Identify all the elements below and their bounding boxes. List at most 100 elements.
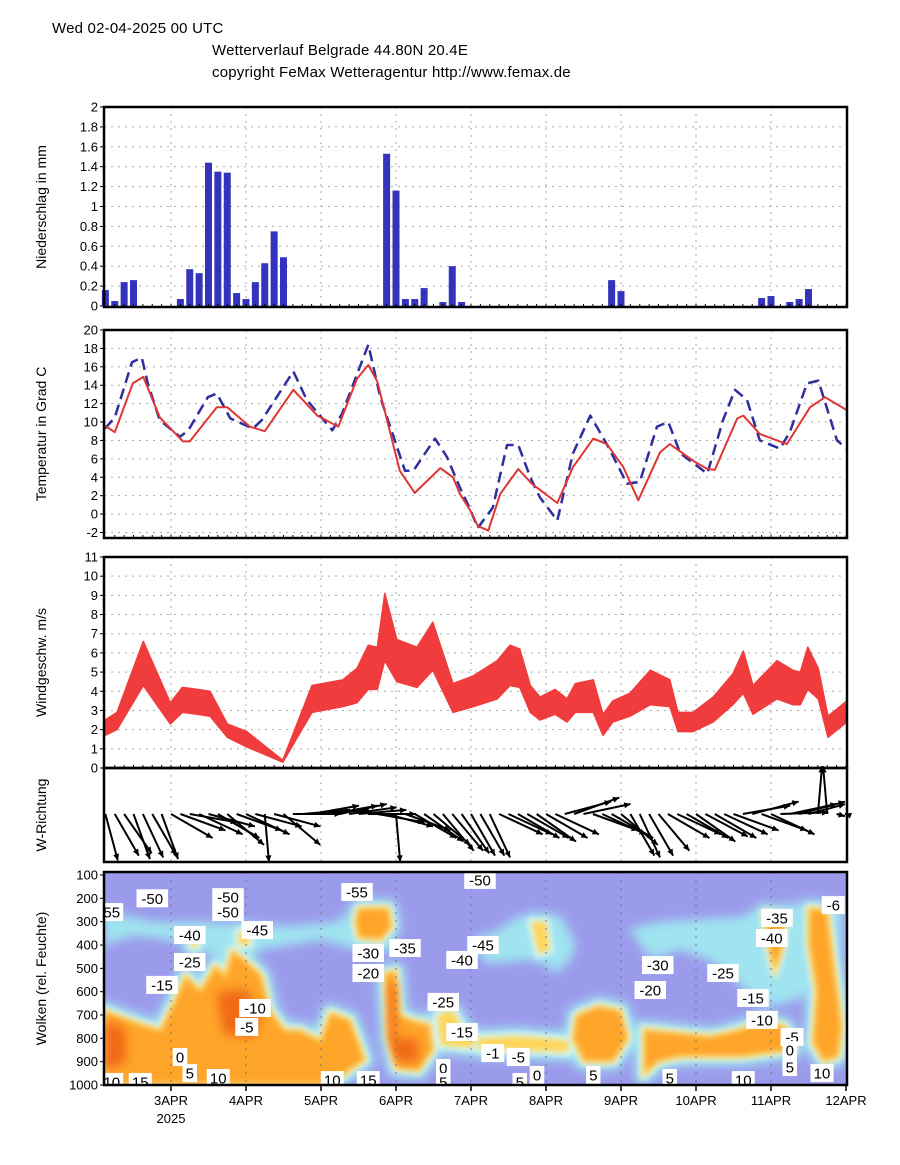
wind-arrow bbox=[460, 813, 490, 854]
wind-arrow-head bbox=[467, 843, 474, 851]
chart-title: Wetterverlauf Belgrade 44.80N 20.4E bbox=[212, 42, 469, 59]
wind-arrow-head bbox=[173, 852, 179, 860]
contour-label-box bbox=[512, 1072, 527, 1085]
wind-arrow bbox=[160, 813, 179, 860]
contour-label-box bbox=[212, 903, 244, 922]
wind-arrow-head bbox=[313, 821, 321, 828]
y-tick-label: 10 bbox=[84, 415, 98, 430]
wind-arrow bbox=[414, 813, 457, 839]
precipitation-bar bbox=[270, 231, 278, 306]
y-tick-label: 4 bbox=[91, 470, 98, 485]
contour-label: 0 bbox=[439, 1060, 447, 1077]
wind-speed-band bbox=[104, 592, 848, 763]
precipitation-bar bbox=[420, 288, 428, 306]
panel-frame bbox=[102, 555, 849, 770]
contour-label-box bbox=[707, 964, 739, 982]
wind-arrow-head bbox=[612, 796, 620, 803]
precipitation-bar bbox=[795, 299, 803, 306]
contour-label-box bbox=[104, 903, 124, 922]
contour-label: -40 bbox=[761, 931, 783, 948]
contour-label: 10 bbox=[210, 1071, 227, 1088]
wind-arrow bbox=[488, 813, 511, 858]
contour-label: -20 bbox=[357, 966, 379, 983]
contour-label-box bbox=[746, 1010, 778, 1029]
wind-arrow-shaft bbox=[573, 796, 620, 815]
contour-label-box bbox=[341, 883, 373, 902]
wind-arrow-shaft bbox=[151, 813, 178, 857]
y-tick-label: 11 bbox=[85, 550, 99, 565]
contour-label: -30 bbox=[357, 945, 379, 962]
wind-arrow-head bbox=[483, 846, 490, 854]
precipitation-bar bbox=[176, 299, 184, 306]
wind-arrow-head bbox=[580, 832, 588, 838]
contour-label-box bbox=[352, 964, 384, 982]
wind-arrow-shaft bbox=[460, 813, 490, 854]
precipitation-bar bbox=[392, 190, 400, 306]
contour-label-box bbox=[239, 999, 271, 1017]
wind-arrow-head bbox=[552, 832, 560, 838]
contour-label: -50 bbox=[217, 890, 239, 907]
contour-label: 0 bbox=[176, 1050, 184, 1067]
x-tick-label: 12APR bbox=[825, 1093, 866, 1108]
wind-arrow-shaft bbox=[160, 813, 179, 860]
wind-arrow-head bbox=[654, 850, 661, 858]
precipitation-bar bbox=[401, 299, 409, 306]
y-tick-label: 0.6 bbox=[80, 239, 98, 254]
wind-arrow bbox=[583, 802, 631, 815]
y-tick-label: 16 bbox=[84, 359, 98, 374]
y-tick-label: -2 bbox=[86, 525, 98, 540]
contour-label: 55 bbox=[103, 905, 120, 922]
wind-arrow-shaft bbox=[273, 813, 321, 828]
contour-label: -5 bbox=[240, 1019, 253, 1036]
wind-arrow bbox=[395, 813, 403, 862]
wind-arrow bbox=[479, 813, 506, 857]
wind-arrow-shaft bbox=[629, 813, 656, 857]
y-tick-label: 10 bbox=[84, 569, 98, 584]
contour-label: 10 bbox=[324, 1073, 341, 1090]
contour-label-box bbox=[436, 1058, 451, 1077]
wind-arrow bbox=[657, 813, 691, 852]
y-tick-label: 7 bbox=[91, 626, 98, 641]
y-tick-label: 1.4 bbox=[80, 159, 98, 174]
y-tick-label: 0.4 bbox=[80, 259, 98, 274]
contour-label: 10 bbox=[735, 1073, 752, 1090]
wind-arrow bbox=[573, 796, 620, 815]
wind-arrow-head bbox=[667, 848, 674, 856]
y-axis-title: Niederschlag in mm bbox=[33, 145, 49, 269]
wind-arrow-head bbox=[838, 811, 845, 818]
wind-arrow bbox=[132, 813, 151, 860]
wind-arrow bbox=[723, 813, 769, 836]
wind-arrow-head bbox=[282, 828, 290, 835]
wind-arrow bbox=[667, 813, 710, 839]
contour-label: -35 bbox=[766, 910, 788, 927]
wind-arrow bbox=[358, 807, 407, 815]
wind-arrow bbox=[198, 813, 244, 836]
wind-arrow-head bbox=[235, 828, 243, 835]
y-tick-label: 1.8 bbox=[80, 119, 98, 134]
contour-label-box bbox=[446, 1023, 478, 1042]
contour-label-box bbox=[634, 981, 666, 1000]
wind-arrow bbox=[282, 813, 321, 846]
y-tick-label: 8 bbox=[91, 607, 98, 622]
wind-arrow bbox=[704, 813, 749, 838]
wind-arrow bbox=[442, 813, 475, 852]
precipitation-bar bbox=[411, 299, 419, 306]
contour-label: -45 bbox=[246, 923, 268, 940]
precipitation-bar bbox=[214, 171, 222, 306]
contour-label: -25 bbox=[179, 955, 201, 972]
y-axis-title: Windgeschw. m/s bbox=[33, 608, 49, 717]
wind-arrow-shaft bbox=[104, 813, 119, 861]
x-tick-label: 5APR bbox=[304, 1093, 338, 1108]
wind-arrow-head bbox=[838, 802, 845, 809]
wind-arrow bbox=[536, 813, 577, 843]
y-tick-label: 12 bbox=[84, 396, 98, 411]
wind-arrow-shaft bbox=[723, 813, 769, 836]
y-tick-label: 600 bbox=[76, 984, 98, 999]
precipitation-bar bbox=[130, 280, 137, 306]
y-tick-label: 6 bbox=[91, 645, 98, 660]
contour-label: -50 bbox=[469, 872, 491, 889]
contour-label: -35 bbox=[394, 941, 416, 958]
y-tick-label: 14 bbox=[84, 378, 98, 393]
